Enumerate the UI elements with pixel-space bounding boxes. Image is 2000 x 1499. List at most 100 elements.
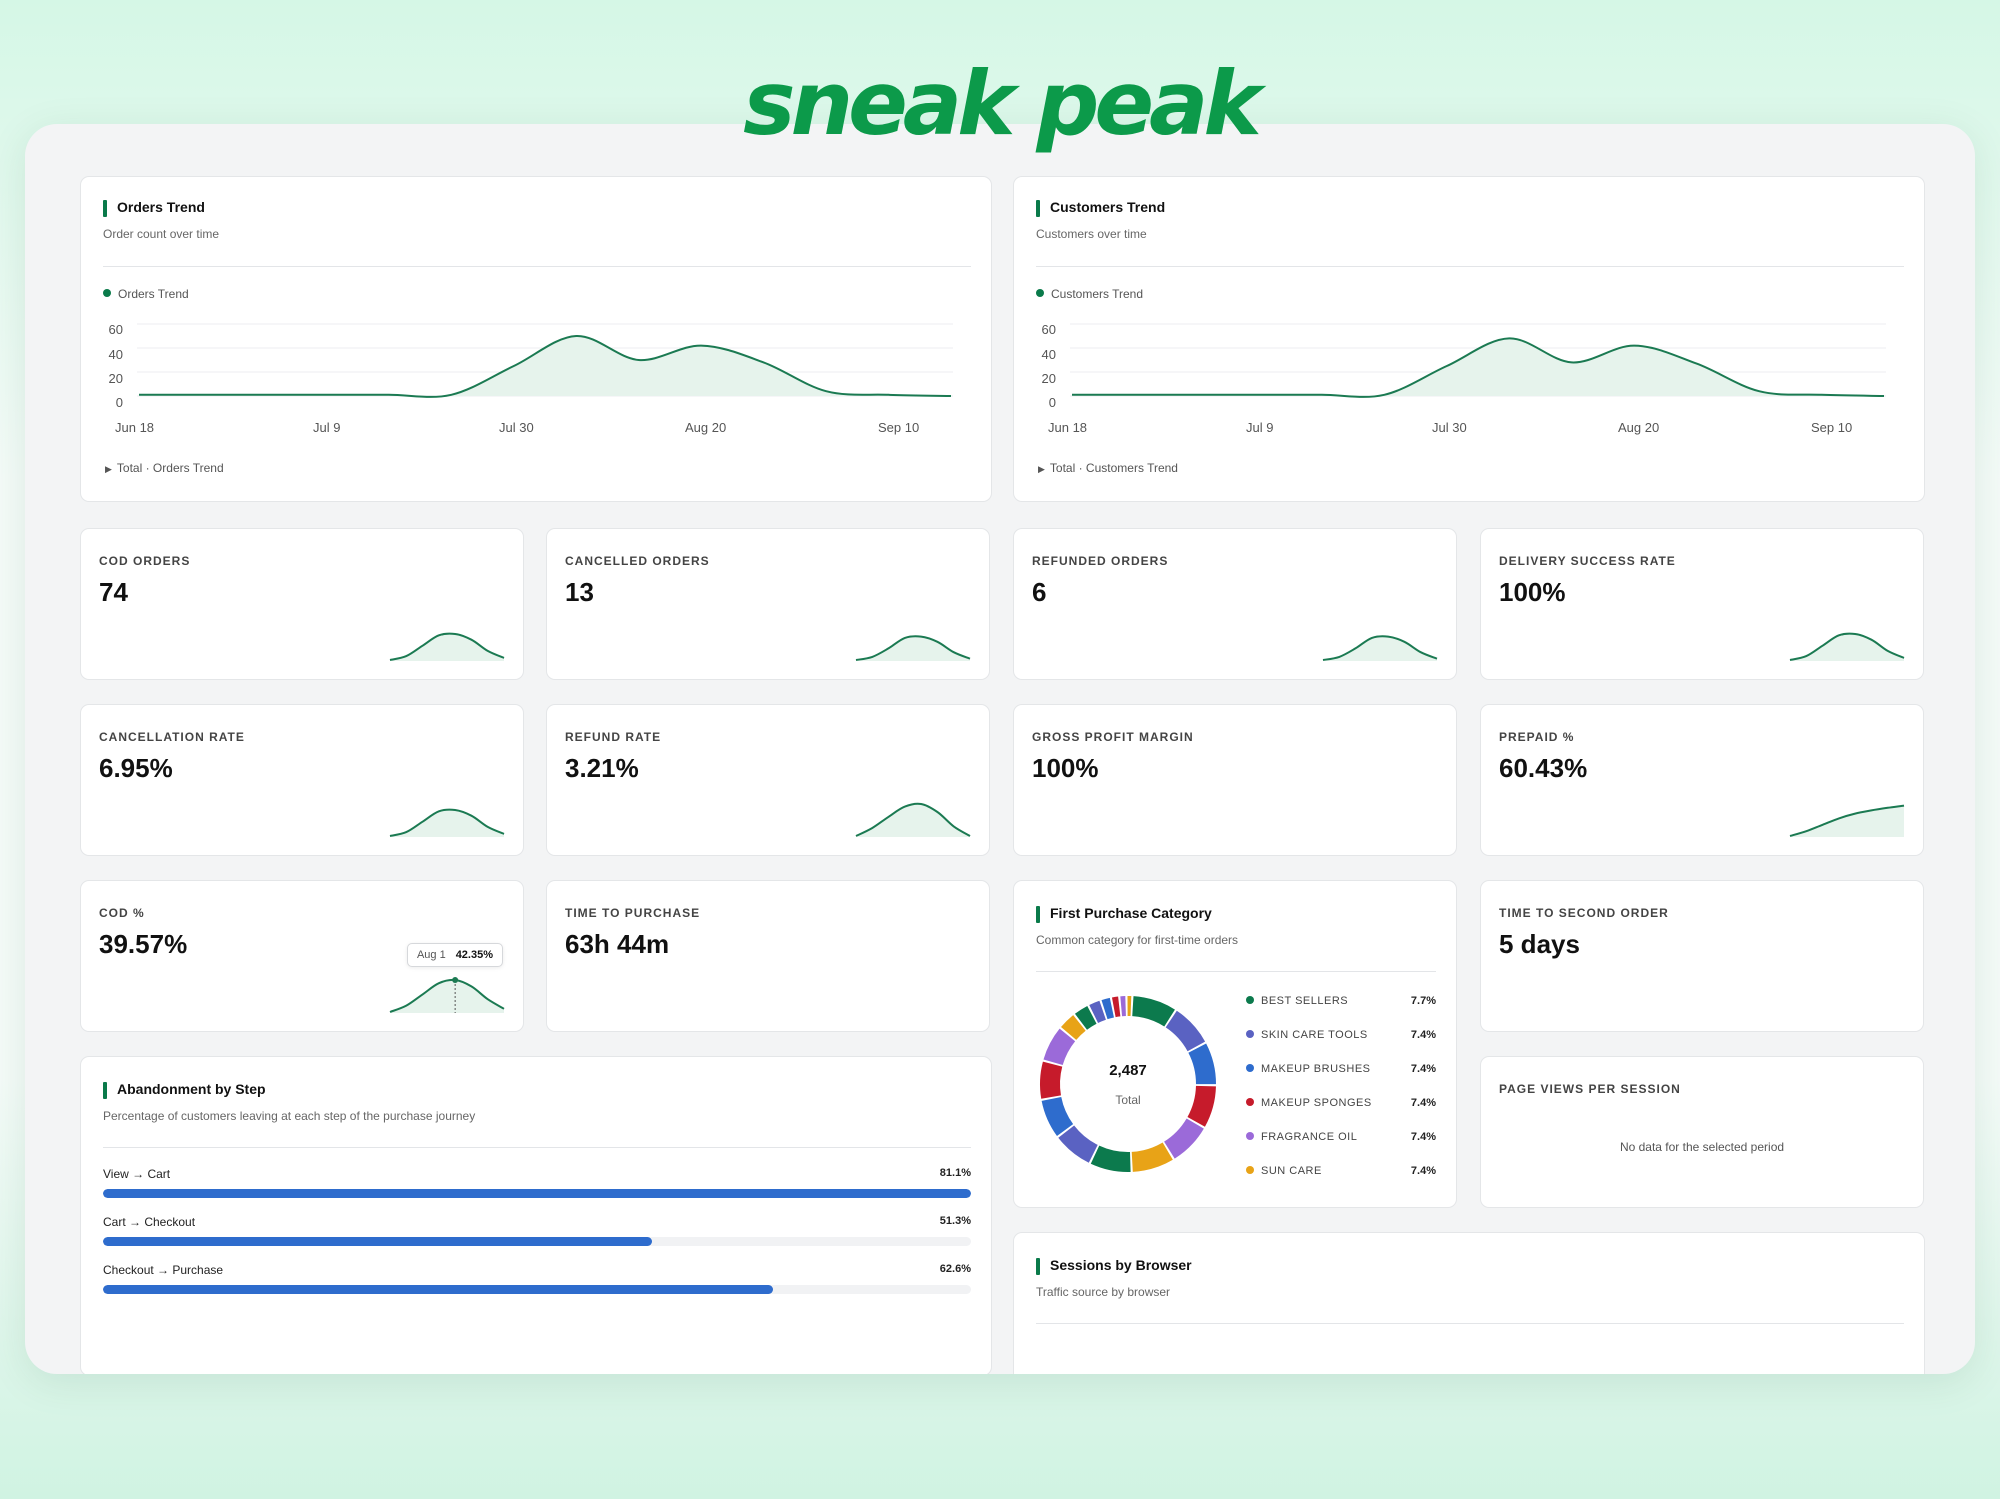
- orders-trend-card: Orders Trend Order count over time Order…: [80, 176, 992, 502]
- kpi-gross-margin[interactable]: GROSS PROFIT MARGIN 100%: [1013, 704, 1457, 856]
- donut-slice[interactable]: [1188, 1043, 1216, 1085]
- donut-slice[interactable]: [1164, 1118, 1204, 1159]
- sparkline-tooltip: Aug 1 42.35%: [406, 943, 503, 967]
- kpi-label: COD %: [99, 906, 145, 920]
- donut-slice[interactable]: [1074, 1005, 1097, 1030]
- category-donut-chart[interactable]: [1036, 992, 1220, 1176]
- donut-total-value: 2,487: [1109, 1062, 1147, 1079]
- kpi-label: REFUNDED ORDERS: [1032, 554, 1169, 568]
- step-label: View → Cart: [103, 1167, 171, 1181]
- kpi-label: PREPAID %: [1499, 730, 1575, 744]
- sparkline-line: [1322, 635, 1438, 661]
- kpi-cod-orders[interactable]: COD ORDERS 74: [80, 528, 524, 680]
- step-value: 62.6%: [939, 1263, 971, 1275]
- step-value: 51.3%: [939, 1215, 971, 1227]
- donut-slice[interactable]: [1131, 1142, 1173, 1172]
- donut-slice[interactable]: [1101, 997, 1114, 1020]
- kpi-label: TIME TO SECOND ORDER: [1499, 906, 1669, 920]
- donut-slice[interactable]: [1043, 1028, 1076, 1066]
- section-subtitle: Customers over time: [1036, 227, 1147, 241]
- kpi-value: 100%: [1032, 753, 1099, 783]
- orders-trend-chart[interactable]: [137, 322, 953, 402]
- donut-slice[interactable]: [1165, 1010, 1206, 1052]
- chart-legend[interactable]: Customers Trend: [1036, 287, 1143, 301]
- donut-slice[interactable]: [1061, 1015, 1086, 1040]
- donut-slice[interactable]: [1127, 996, 1132, 1017]
- category-name: MAKEUP BRUSHES: [1261, 1063, 1371, 1075]
- x-tick: Jul 30: [499, 420, 534, 435]
- sessions-browser-card: Sessions by Browser Traffic source by br…: [1013, 1232, 1925, 1374]
- donut-slice[interactable]: [1090, 1145, 1131, 1172]
- kpi-label: PAGE VIEWS PER SESSION: [1499, 1082, 1681, 1096]
- step-value: 81.1%: [939, 1167, 971, 1179]
- legend-dot-icon: [1246, 996, 1254, 1004]
- total-toggle[interactable]: ▶ Total · Orders Trend: [105, 461, 224, 475]
- category-legend-item[interactable]: SKIN CARE TOOLS: [1246, 1029, 1368, 1041]
- kpi-label: COD ORDERS: [99, 554, 191, 568]
- kpi-cancelled-orders[interactable]: CANCELLED ORDERS 13: [546, 528, 990, 680]
- brand-title: sneak peak: [743, 52, 1262, 155]
- customers-trend-card: Customers Trend Customers over time Cust…: [1013, 176, 1925, 502]
- legend-label: Customers Trend: [1051, 287, 1144, 301]
- category-legend-item[interactable]: BEST SELLERS: [1246, 995, 1348, 1007]
- x-tick: Jul 9: [313, 420, 341, 435]
- step-bar-fill: [103, 1237, 652, 1246]
- abandonment-card: Abandonment by Step Percentage of custom…: [80, 1056, 992, 1374]
- category-legend-item[interactable]: FRAGRANCE OIL: [1246, 1131, 1357, 1143]
- kpi-refund-rate[interactable]: REFUND RATE 3.21%: [546, 704, 990, 856]
- kpi-label: GROSS PROFIT MARGIN: [1032, 730, 1194, 744]
- sparkline: [1789, 632, 1905, 661]
- section-title: Orders Trend: [103, 199, 205, 217]
- kpi-value: 63h 44m: [565, 929, 670, 959]
- kpi-label: REFUND RATE: [565, 730, 662, 744]
- chart-legend[interactable]: Orders Trend: [103, 287, 189, 301]
- series-area: [1072, 338, 1884, 397]
- kpi-label: CANCELLATION RATE: [99, 730, 245, 744]
- sparkline-area: [1790, 633, 1904, 661]
- kpi-refunded-orders[interactable]: REFUNDED ORDERS 6: [1013, 528, 1457, 680]
- category-value: 7.4%: [1410, 1063, 1436, 1075]
- category-name: BEST SELLERS: [1261, 995, 1349, 1007]
- kpi-cod-pct[interactable]: COD % 39.57% Aug 1 42.35%: [80, 880, 524, 1032]
- x-tick: Jun 18: [1048, 420, 1088, 435]
- kpi-time-to-purchase[interactable]: TIME TO PURCHASE 63h 44m: [546, 880, 990, 1032]
- sparkline-line: [1789, 632, 1905, 661]
- kpi-value: 5 days: [1499, 929, 1580, 959]
- kpi-cancellation-rate[interactable]: CANCELLATION RATE 6.95%: [80, 704, 524, 856]
- category-legend-item[interactable]: MAKEUP SPONGES: [1246, 1097, 1372, 1109]
- tooltip-value: 42.35%: [455, 949, 493, 961]
- category-legend-item[interactable]: MAKEUP BRUSHES: [1246, 1063, 1371, 1075]
- kpi-label: TIME TO PURCHASE: [565, 906, 701, 920]
- y-tick: 40: [1041, 347, 1056, 362]
- y-tick: 20: [108, 371, 123, 386]
- kpi-time-to-second-order[interactable]: TIME TO SECOND ORDER 5 days: [1480, 880, 1924, 1032]
- section-subtitle: Traffic source by browser: [1036, 1285, 1171, 1299]
- donut-slice[interactable]: [1187, 1085, 1216, 1127]
- category-name: FRAGRANCE OIL: [1261, 1131, 1358, 1143]
- kpi-delivery-success[interactable]: DELIVERY SUCCESS RATE 100%: [1480, 528, 1924, 680]
- legend-dot-icon: [103, 289, 111, 297]
- sparkline-area: [856, 803, 970, 837]
- kpi-page-views[interactable]: PAGE VIEWS PER SESSION No data for the s…: [1480, 1056, 1924, 1208]
- donut-slice[interactable]: [1132, 996, 1175, 1027]
- sparkline-area: [390, 633, 504, 661]
- legend-label: Orders Trend: [118, 287, 189, 301]
- kpi-value: 3.21%: [565, 753, 639, 783]
- x-tick: Jul 9: [1246, 420, 1274, 435]
- donut-slice[interactable]: [1111, 996, 1121, 1018]
- donut-slice[interactable]: [1041, 1097, 1074, 1136]
- donut-slice[interactable]: [1058, 1125, 1098, 1163]
- customers-trend-chart[interactable]: [1070, 322, 1886, 402]
- sparkline[interactable]: [389, 977, 505, 1013]
- caret-right-icon: ▶: [105, 464, 112, 474]
- series-area: [139, 335, 951, 397]
- legend-dot-icon: [1246, 1166, 1254, 1174]
- kpi-value: 74: [99, 577, 128, 607]
- category-legend-item[interactable]: SUN CARE: [1246, 1165, 1322, 1177]
- kpi-prepaid[interactable]: PREPAID % 60.43%: [1480, 704, 1924, 856]
- sparkline: [855, 635, 971, 661]
- donut-slice[interactable]: [1120, 996, 1126, 1017]
- total-toggle[interactable]: ▶ Total · Customers Trend: [1038, 461, 1178, 475]
- donut-slice[interactable]: [1040, 1061, 1063, 1099]
- donut-slice[interactable]: [1089, 1000, 1106, 1023]
